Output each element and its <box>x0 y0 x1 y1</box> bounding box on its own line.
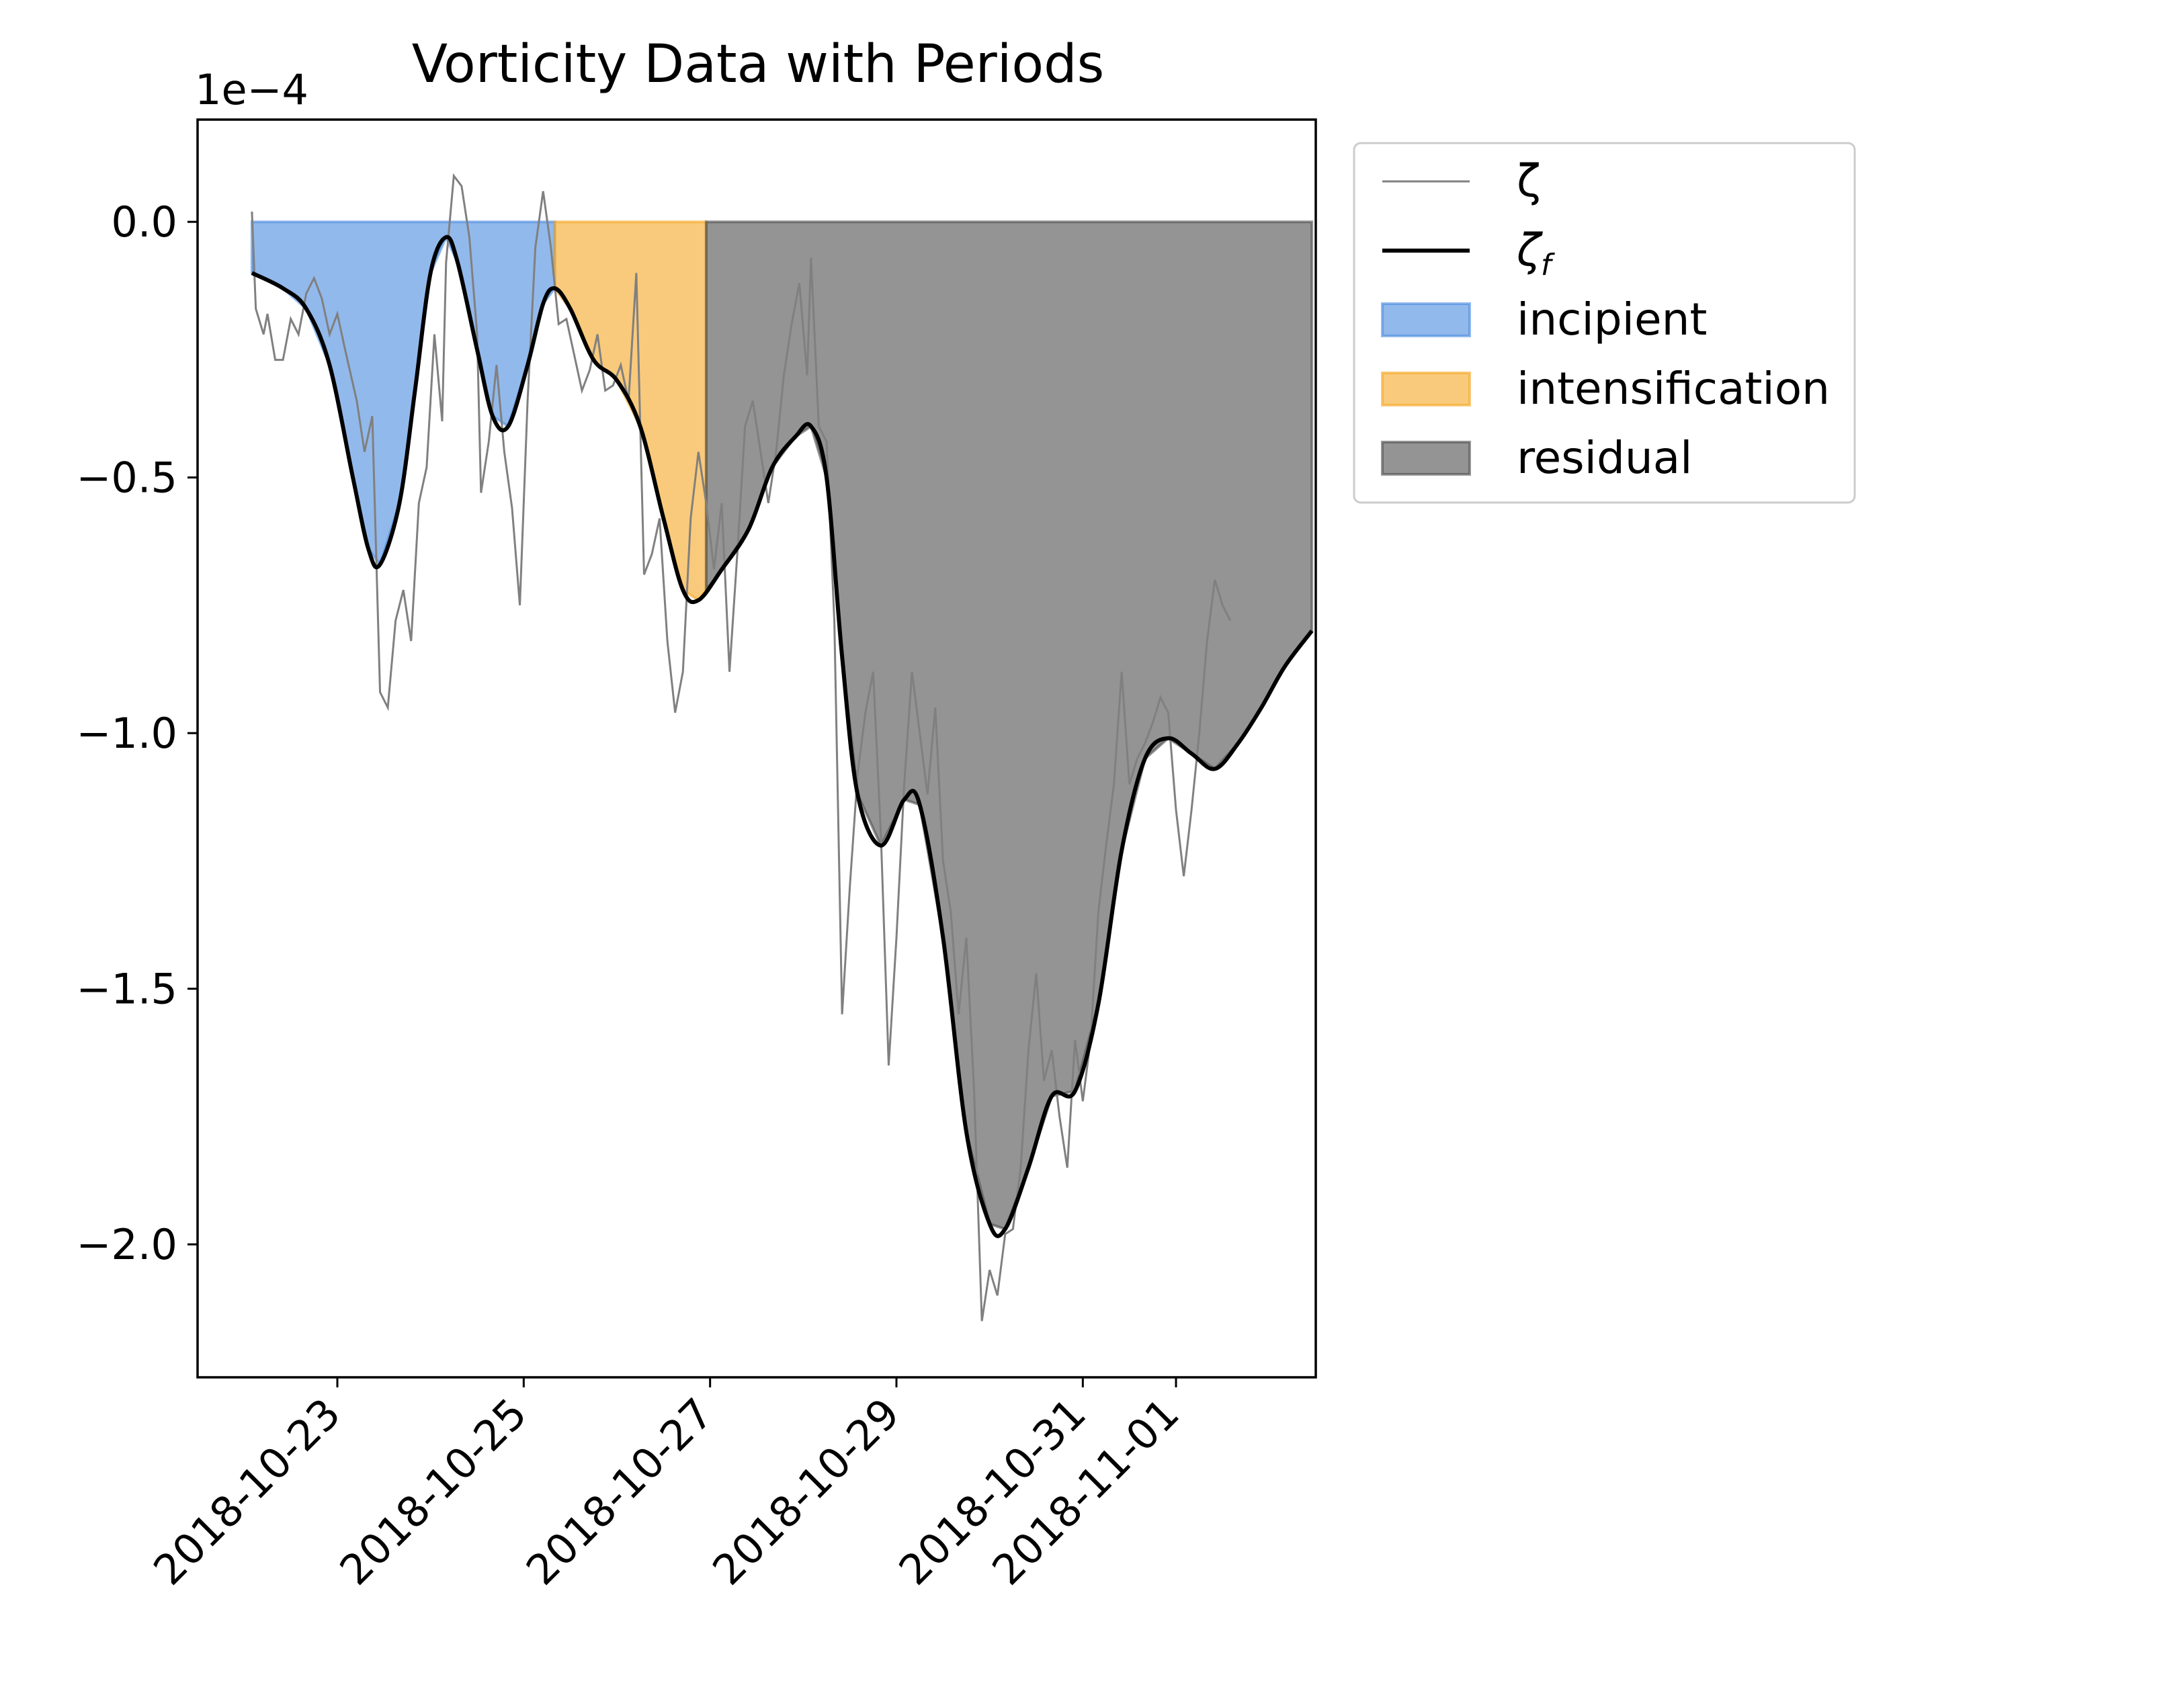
legend-label: ζ <box>1517 155 1541 207</box>
legend-label: incipient <box>1517 294 1707 345</box>
y-tick-label: 0.0 <box>111 198 177 247</box>
legend-box <box>1353 142 1856 504</box>
legend-label: intensification <box>1517 363 1830 415</box>
series-line-zeta <box>251 173 1232 1322</box>
y-tick-label: −1.5 <box>76 965 177 1014</box>
legend-label: residual <box>1517 432 1693 484</box>
chart-title: Vorticity Data with Periods <box>412 34 1105 95</box>
y-tick-label: −1.0 <box>76 709 177 758</box>
legend-patch-marker <box>1381 372 1471 406</box>
y-tick-label: −0.5 <box>76 454 177 503</box>
y-tick-label: −2.0 <box>76 1220 177 1269</box>
y-axis-offset-text: 1e−4 <box>195 65 308 114</box>
series-line-zeta-f <box>251 234 1314 1238</box>
axes-frame <box>196 118 1317 1379</box>
legend-patch-marker <box>1381 441 1471 476</box>
legend-patch-marker <box>1381 302 1471 337</box>
